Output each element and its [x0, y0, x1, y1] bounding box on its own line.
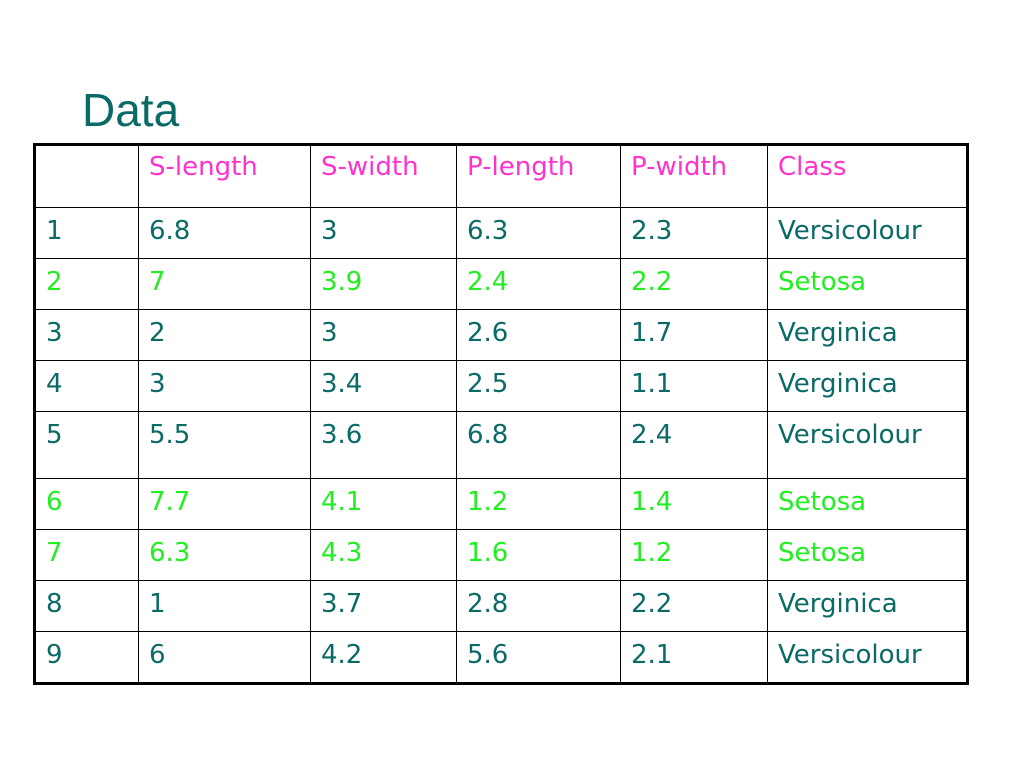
cell-p-length: 2.6	[456, 309, 621, 361]
cell-p-width: 2.2	[620, 258, 768, 310]
cell-p-length: 2.4	[456, 258, 621, 310]
table-row: 7 6.3 4.3 1.6 1.2 Setosa	[34, 529, 968, 581]
cell-class: Versicolour	[767, 411, 968, 479]
header-cell-index	[34, 144, 139, 208]
cell-p-length: 2.8	[456, 580, 621, 632]
header-cell-p-length: P-length	[456, 144, 621, 208]
header-cell-class: Class	[767, 144, 968, 208]
table-row: 6 7.7 4.1 1.2 1.4 Setosa	[34, 478, 968, 530]
table-row: 9 6 4.2 5.6 2.1 Versicolour	[34, 631, 968, 684]
cell-s-length: 3	[138, 360, 311, 412]
header-cell-p-width: P-width	[620, 144, 768, 208]
cell-p-length: 1.6	[456, 529, 621, 581]
cell-index: 3	[34, 309, 139, 361]
cell-s-width: 4.3	[310, 529, 457, 581]
table-row: 3 2 3 2.6 1.7 Verginica	[34, 309, 968, 361]
cell-p-width: 1.7	[620, 309, 768, 361]
cell-p-width: 2.3	[620, 207, 768, 259]
cell-s-width: 4.1	[310, 478, 457, 530]
cell-index: 5	[34, 411, 139, 479]
cell-index: 2	[34, 258, 139, 310]
cell-class: Verginica	[767, 309, 968, 361]
cell-class: Versicolour	[767, 207, 968, 259]
cell-s-length: 7.7	[138, 478, 311, 530]
cell-s-length: 6	[138, 631, 311, 684]
table-row: 4 3 3.4 2.5 1.1 Verginica	[34, 360, 968, 412]
header-cell-s-length: S-length	[138, 144, 311, 208]
cell-s-width: 3.9	[310, 258, 457, 310]
cell-class: Versicolour	[767, 631, 968, 684]
cell-s-length: 7	[138, 258, 311, 310]
slide-title: Data	[82, 84, 180, 136]
header-row: S-length S-width P-length P-width Class	[34, 144, 968, 208]
cell-index: 7	[34, 529, 139, 581]
cell-class: Setosa	[767, 478, 968, 530]
header-cell-s-width: S-width	[310, 144, 457, 208]
cell-s-length: 1	[138, 580, 311, 632]
data-table: S-length S-width P-length P-width Class …	[33, 143, 969, 685]
table-row: 2 7 3.9 2.4 2.2 Setosa	[34, 258, 968, 310]
cell-s-length: 2	[138, 309, 311, 361]
table-row: 1 6.8 3 6.3 2.3 Versicolour	[34, 207, 968, 259]
cell-p-width: 1.1	[620, 360, 768, 412]
cell-index: 8	[34, 580, 139, 632]
cell-p-width: 2.4	[620, 411, 768, 479]
cell-s-width: 3.4	[310, 360, 457, 412]
cell-p-width: 2.2	[620, 580, 768, 632]
cell-index: 6	[34, 478, 139, 530]
cell-class: Setosa	[767, 529, 968, 581]
cell-p-length: 1.2	[456, 478, 621, 530]
cell-s-width: 3	[310, 207, 457, 259]
cell-s-width: 4.2	[310, 631, 457, 684]
cell-class: Setosa	[767, 258, 968, 310]
cell-p-length: 2.5	[456, 360, 621, 412]
table-row: 8 1 3.7 2.8 2.2 Verginica	[34, 580, 968, 632]
cell-class: Verginica	[767, 580, 968, 632]
cell-p-length: 6.8	[456, 411, 621, 479]
cell-s-width: 3.7	[310, 580, 457, 632]
cell-index: 1	[34, 207, 139, 259]
cell-class: Verginica	[767, 360, 968, 412]
cell-s-width: 3.6	[310, 411, 457, 479]
cell-s-length: 6.8	[138, 207, 311, 259]
cell-index: 4	[34, 360, 139, 412]
cell-p-width: 1.4	[620, 478, 768, 530]
cell-p-length: 5.6	[456, 631, 621, 684]
cell-index: 9	[34, 631, 139, 684]
cell-s-length: 6.3	[138, 529, 311, 581]
cell-p-width: 2.1	[620, 631, 768, 684]
cell-p-length: 6.3	[456, 207, 621, 259]
cell-p-width: 1.2	[620, 529, 768, 581]
table-row: 5 5.5 3.6 6.8 2.4 Versicolour	[34, 411, 968, 479]
cell-s-length: 5.5	[138, 411, 311, 479]
cell-s-width: 3	[310, 309, 457, 361]
